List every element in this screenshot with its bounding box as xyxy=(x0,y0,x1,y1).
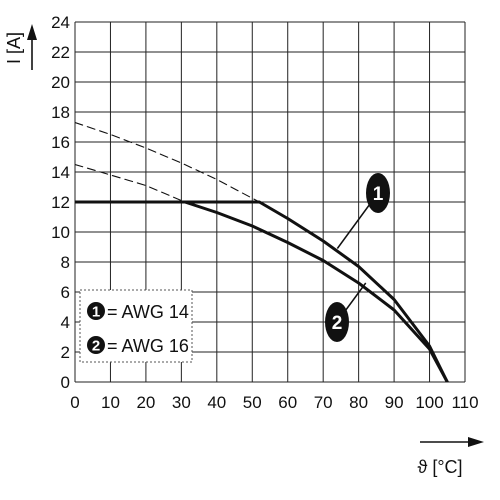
y-axis-label-group: I [A] xyxy=(4,24,37,70)
callouts: 12 xyxy=(325,173,390,342)
x-tick-label-100: 100 xyxy=(415,393,443,412)
y-tick-label-6: 6 xyxy=(61,283,70,302)
x-tick-label-10: 10 xyxy=(101,393,120,412)
legend-marker-2-text: 2 xyxy=(92,338,100,355)
legend-label-1: = AWG 14 xyxy=(107,302,189,322)
x-tick-label-30: 30 xyxy=(172,393,191,412)
y-tick-label-0: 0 xyxy=(61,373,70,392)
y-tick-label-14: 14 xyxy=(51,163,70,182)
callout-1-badge xyxy=(366,173,390,213)
y-tick-label-16: 16 xyxy=(51,133,70,152)
callout-1-label: 1 xyxy=(373,184,384,205)
y-tick-label-10: 10 xyxy=(51,223,70,242)
legend-marker-1 xyxy=(87,302,105,320)
y-tick-label-22: 22 xyxy=(51,43,70,62)
grid xyxy=(74,21,466,383)
y-tick-label-4: 4 xyxy=(61,313,70,332)
x-tick-label-60: 60 xyxy=(278,393,297,412)
series-2-solid-line xyxy=(75,200,449,382)
x-tick-label-40: 40 xyxy=(207,393,226,412)
legend-marker-2 xyxy=(87,336,105,354)
y-tick-label-2: 2 xyxy=(61,343,70,362)
y-tick-label-24: 24 xyxy=(51,13,70,32)
y-axis-label: I [A] xyxy=(4,32,24,64)
x-tick-label-90: 90 xyxy=(385,393,404,412)
series-layer xyxy=(75,121,449,382)
legend: 1 = AWG 14 2 = AWG 16 xyxy=(79,289,193,363)
x-tick-label-70: 70 xyxy=(314,393,333,412)
x-axis-label: ϑ [°C] xyxy=(417,457,462,477)
y-tick-label-8: 8 xyxy=(61,253,70,272)
series-1-dashed-line xyxy=(75,121,260,203)
x-tick-label-80: 80 xyxy=(349,393,368,412)
x-axis-arrow-head xyxy=(468,437,484,447)
x-tick-labels: 0 10 20 30 40 50 60 70 80 90 100 110 xyxy=(70,393,478,412)
x-tick-label-110: 110 xyxy=(451,393,478,412)
callout-2-label: 2 xyxy=(332,313,343,334)
y-tick-label-12: 12 xyxy=(51,193,70,212)
y-tick-label-18: 18 xyxy=(51,103,70,122)
y-axis-arrow-head xyxy=(27,24,37,40)
x-tick-label-50: 50 xyxy=(243,393,262,412)
series-2-dashed-line xyxy=(75,163,186,203)
x-tick-label-0: 0 xyxy=(70,393,79,412)
legend-marker-1-text: 1 xyxy=(92,304,100,321)
x-tick-label-20: 20 xyxy=(136,393,155,412)
y-tick-label-20: 20 xyxy=(51,73,70,92)
series-1-solid-line xyxy=(75,200,449,382)
legend-label-2: = AWG 16 xyxy=(107,336,189,356)
callout-2-badge xyxy=(325,302,349,342)
x-axis-label-group: ϑ [°C] xyxy=(417,437,484,477)
